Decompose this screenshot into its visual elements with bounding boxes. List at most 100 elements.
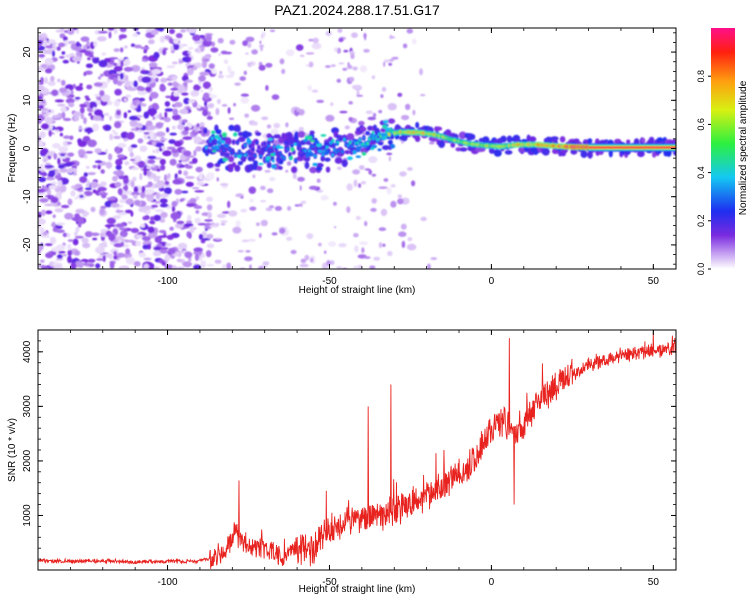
spectrogram-cell	[51, 221, 56, 228]
spectrogram-cell	[172, 114, 181, 121]
spectrogram-cell	[378, 141, 384, 146]
spectrogram-cell	[155, 114, 160, 119]
spectrogram-cell	[166, 65, 176, 69]
spectrogram-cell	[311, 89, 319, 93]
spectrogram-cell	[324, 157, 331, 162]
spectrogram-cell	[382, 145, 390, 151]
spectrogram-cell	[370, 147, 375, 151]
spectrogram-cell	[162, 48, 167, 56]
spectrogram-cell	[269, 177, 276, 182]
spectrogram-cell	[297, 130, 306, 138]
spectrogram-cell	[117, 188, 123, 195]
spectrogram-cell	[381, 87, 387, 92]
spectrogram-cell	[131, 167, 140, 170]
spectrogram-cell	[74, 213, 80, 219]
spectrogram-cell	[308, 149, 311, 153]
spectrogram-cell	[198, 172, 204, 180]
spectrogram-cell	[279, 152, 282, 156]
spectrogram-cell	[155, 122, 164, 129]
spectrogram-cell	[559, 136, 566, 143]
spectrogram-cell	[361, 152, 367, 156]
spectrogram-cell	[299, 263, 309, 268]
spectrogram-cell	[220, 223, 226, 226]
spectrogram-cell	[388, 62, 393, 66]
spectrogram-cell	[143, 170, 147, 176]
spectrogram-cell	[183, 223, 194, 227]
spectrogram-cell	[83, 172, 89, 177]
spectrogram-cell	[226, 153, 229, 157]
spectrogram-cell	[229, 39, 236, 45]
spectrogram-cell	[458, 131, 467, 140]
spectrogram-cell	[133, 194, 138, 200]
spectrogram-cell	[338, 62, 345, 65]
spectrogram-cell	[192, 65, 198, 71]
spectrogram-cell	[294, 159, 297, 162]
spectrogram-cell	[83, 117, 87, 125]
spectrogram-y-tick-label: -20	[22, 237, 33, 252]
spectrogram-cell	[75, 41, 80, 48]
spectrogram-cell	[115, 158, 123, 166]
spectrogram-cell	[74, 260, 83, 268]
spectrogram-cell	[251, 148, 255, 151]
spectrogram-cell	[342, 67, 348, 71]
spectrogram-cell	[367, 116, 377, 121]
spectrogram-cell	[193, 84, 201, 92]
spectrogram-cell	[47, 150, 56, 157]
spectrogram-cell	[331, 153, 334, 157]
spectrogram-cell	[199, 121, 205, 129]
spectrogram-cell	[143, 263, 149, 269]
spectrogram-cell	[278, 165, 283, 170]
spectrogram-x-tick-label: 50	[648, 276, 660, 287]
spectrogram-cell	[315, 166, 323, 171]
spectrogram-cell	[336, 266, 343, 269]
spectrogram-cell	[378, 242, 383, 249]
spectrogram-cell	[343, 138, 346, 141]
spectrogram-cell	[223, 158, 229, 162]
spectrogram-cell	[426, 263, 431, 269]
spectrogram-cell	[112, 175, 118, 182]
spectrogram-cell	[84, 70, 93, 75]
spectrogram-cell	[287, 206, 292, 211]
spectrogram-cell	[220, 220, 228, 224]
spectrogram-cell	[113, 135, 121, 140]
snr-x-tick-label: -100	[158, 577, 178, 588]
spectrogram-cell	[277, 157, 280, 161]
spectrogram-cell	[233, 132, 238, 137]
spectrogram-x-label: Height of straight line (km)	[299, 285, 416, 296]
spectrogram-cell	[113, 65, 123, 72]
spectrogram-cell	[172, 125, 176, 130]
spectrogram-cell	[206, 172, 215, 180]
spectrogram-cell	[54, 99, 65, 103]
spectrogram-cell	[398, 231, 407, 237]
spectrogram-cell	[407, 237, 413, 242]
snr-x-tick-label: -50	[322, 577, 337, 588]
spectrogram-cell	[256, 165, 263, 171]
spectrogram-cell	[253, 160, 258, 167]
spectrogram-cell	[159, 229, 167, 234]
spectrogram-cell	[125, 198, 134, 205]
spectrogram-cell	[397, 92, 403, 97]
spectrogram-cell	[344, 125, 350, 130]
spectrogram-cell	[164, 101, 171, 107]
spectrogram-cell	[207, 149, 210, 153]
spectrogram-cell	[118, 57, 124, 62]
spectrogram-cell	[62, 232, 68, 238]
spectrogram-cell	[38, 244, 44, 251]
spectrogram-cell	[184, 126, 190, 132]
spectrogram-cell	[169, 28, 175, 35]
spectrogram-cell	[245, 52, 249, 55]
spectrogram-cell	[61, 111, 66, 119]
spectrogram-cell	[228, 147, 231, 151]
spectrogram-cell	[298, 144, 301, 147]
spectrogram-cell	[164, 35, 171, 40]
spectrogram-cell	[352, 66, 358, 71]
spectrogram-cell	[504, 150, 513, 155]
spectrogram-cell	[52, 50, 55, 57]
spectrogram-cell	[204, 219, 213, 222]
spectrogram-cell	[347, 64, 353, 70]
spectrogram-cell	[271, 164, 277, 169]
spectrogram-cell	[234, 82, 241, 86]
spectrogram-cell	[66, 141, 72, 145]
spectrogram-cell	[79, 107, 85, 114]
spectrogram-cell	[85, 63, 93, 69]
